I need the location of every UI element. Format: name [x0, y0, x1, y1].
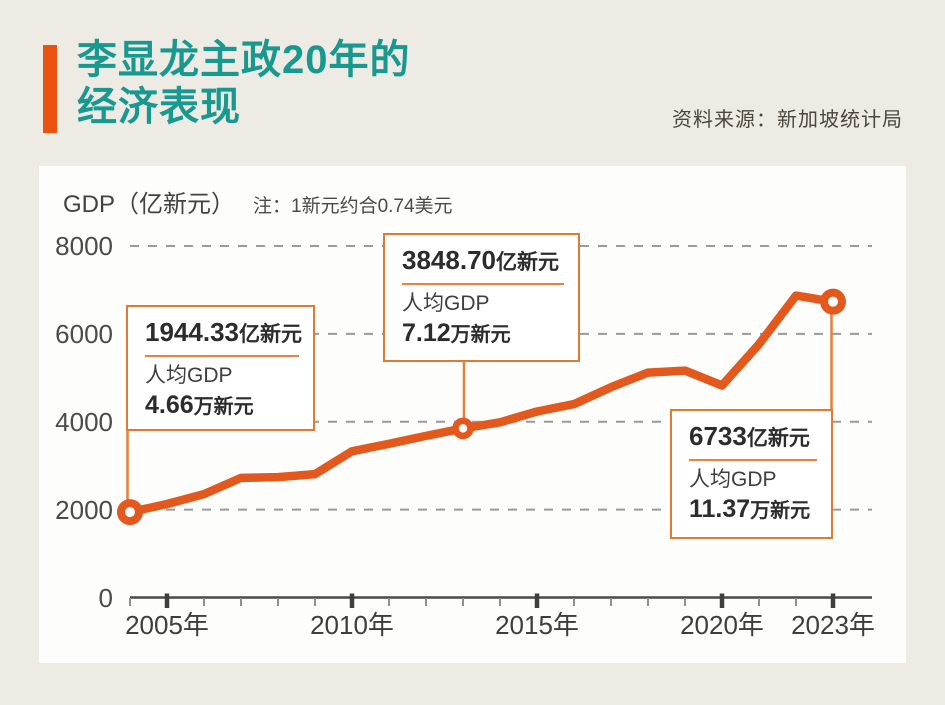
- gdp-unit: 亿新元: [238, 323, 302, 346]
- gdp-number: 3848.70: [402, 245, 496, 275]
- per-capita-label: 人均GDP: [689, 468, 777, 491]
- data-point-marker-2023: [820, 288, 846, 315]
- callout-2023-gdp-value: 6733亿新元: [689, 418, 819, 457]
- percap-number: 7.12: [402, 319, 451, 347]
- callout-2004-percap-value: 4.66万新元: [145, 389, 301, 423]
- percap-unit: 万新元: [750, 500, 811, 522]
- y-axis-title: GDP（亿新元）: [63, 191, 236, 218]
- data-point-marker-2004: [117, 499, 143, 526]
- percap-unit: 万新元: [193, 396, 254, 418]
- callout-divider: [689, 459, 817, 461]
- chart-card-header: GDP（亿新元） 注：1新元约合0.74美元: [63, 184, 453, 219]
- percap-number: 11.37: [689, 495, 751, 523]
- page-title: 李显龙主政20年的 经济表现: [77, 37, 411, 131]
- callout-divider: [145, 355, 299, 357]
- currency-conversion-note: 注：1新元约合0.74美元: [253, 196, 453, 217]
- callout-2004-gdp-value: 1944.33亿新元: [145, 314, 302, 353]
- gdp-number: 6733: [689, 421, 747, 451]
- per-capita-label: 人均GDP: [402, 292, 490, 315]
- callout-2013-gdp-value: 3848.70亿新元: [402, 242, 566, 281]
- gdp-unit: 亿新元: [746, 427, 810, 450]
- callout-2004: 1944.33亿新元 人均GDP 4.66万新元: [126, 305, 315, 431]
- data-point-marker-2013: [452, 417, 474, 440]
- page-title-line1: 李显龙主政20年的: [77, 38, 411, 82]
- title-accent-bar: [43, 45, 57, 133]
- callout-2023-percap-value: 11.37万新元: [689, 493, 819, 527]
- percap-number: 4.66: [145, 391, 194, 419]
- percap-unit: 万新元: [450, 324, 511, 346]
- callout-divider: [402, 283, 564, 285]
- page-title-line2: 经济表现: [77, 85, 241, 129]
- gdp-number: 1944.33: [145, 317, 239, 347]
- callout-2023: 6733亿新元 人均GDP 11.37万新元: [670, 409, 833, 539]
- callout-2013-percap-value: 7.12万新元: [402, 317, 566, 351]
- gdp-line: [125, 291, 838, 517]
- data-source-note: 资料来源：新加坡统计局: [672, 109, 903, 131]
- per-capita-label: 人均GDP: [145, 364, 233, 387]
- gdp-unit: 亿新元: [495, 251, 559, 274]
- callout-2013: 3848.70亿新元 人均GDP 7.12万新元: [383, 233, 580, 362]
